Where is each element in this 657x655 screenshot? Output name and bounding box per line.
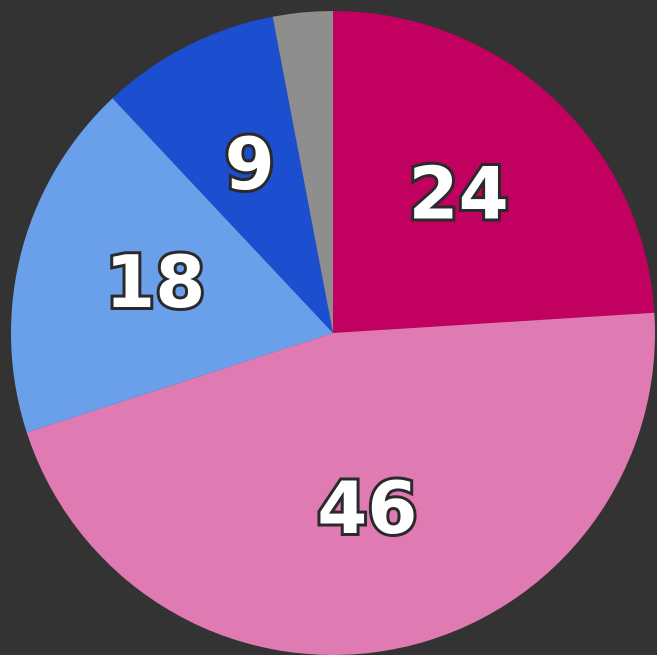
data-label: 9: [225, 122, 275, 206]
data-label: 46: [317, 466, 417, 550]
pie-slice: [272, 11, 333, 333]
data-label: 24: [409, 152, 509, 236]
pie-slice: [333, 11, 655, 333]
pie-slice: [112, 16, 333, 334]
pie-slice: [26, 312, 655, 655]
pie-slice: [10, 98, 333, 433]
data-label: 18: [105, 240, 205, 324]
